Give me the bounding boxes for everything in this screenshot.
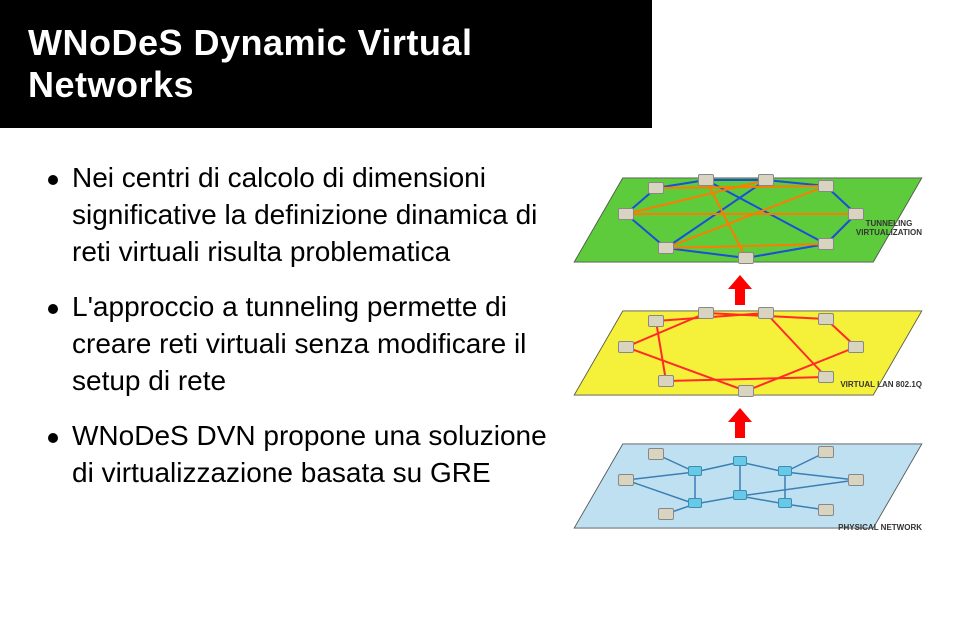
layer-physical: PHYSICAL NETWORK — [588, 426, 928, 551]
bullet-dot-icon — [48, 433, 58, 443]
content-area: Nei centri di calcolo di dimensioni sign… — [0, 128, 960, 551]
router-node-icon — [778, 466, 792, 476]
layer-label-tunneling: TUNNELINGVIRTUALIZATION — [856, 220, 922, 238]
server-node-icon — [658, 508, 674, 520]
server-node-icon — [658, 375, 674, 387]
server-node-icon — [818, 446, 834, 458]
server-node-icon — [818, 238, 834, 250]
bullet-list: Nei centri di calcolo di dimensioni sign… — [48, 160, 588, 551]
server-node-icon — [618, 341, 634, 353]
server-node-icon — [648, 315, 664, 327]
server-node-icon — [648, 182, 664, 194]
layer-label-vlan: VIRTUAL LAN 802.1Q — [840, 381, 922, 390]
server-node-icon — [848, 208, 864, 220]
server-node-icon — [618, 208, 634, 220]
network-diagram: TUNNELINGVIRTUALIZATION VIRTUAL LAN 802.1… — [588, 160, 928, 551]
server-node-icon — [698, 307, 714, 319]
layer-tunneling: TUNNELINGVIRTUALIZATION — [588, 160, 928, 285]
bullet-text: WNoDeS DVN propone una soluzione di virt… — [72, 418, 572, 492]
server-node-icon — [818, 371, 834, 383]
server-node-icon — [658, 242, 674, 254]
layer-label-physical: PHYSICAL NETWORK — [838, 524, 922, 533]
bullet-text: L'approccio a tunneling permette di crea… — [72, 289, 572, 400]
server-node-icon — [618, 474, 634, 486]
server-node-icon — [698, 174, 714, 186]
server-node-icon — [818, 504, 834, 516]
bullet-item: WNoDeS DVN propone una soluzione di virt… — [48, 418, 572, 492]
router-node-icon — [778, 498, 792, 508]
server-node-icon — [758, 174, 774, 186]
plane-physical — [573, 444, 922, 529]
server-node-icon — [818, 313, 834, 325]
bullet-item: L'approccio a tunneling permette di crea… — [48, 289, 572, 400]
title-bar: WNoDeS Dynamic Virtual Networks — [0, 0, 652, 128]
server-node-icon — [758, 307, 774, 319]
bullet-dot-icon — [48, 175, 58, 185]
server-node-icon — [848, 474, 864, 486]
bullet-text: Nei centri di calcolo di dimensioni sign… — [72, 160, 572, 271]
router-node-icon — [688, 498, 702, 508]
arrow-up-icon — [728, 275, 752, 305]
router-node-icon — [733, 456, 747, 466]
server-node-icon — [848, 341, 864, 353]
layer-vlan: VIRTUAL LAN 802.1Q — [588, 293, 928, 418]
bullet-dot-icon — [48, 304, 58, 314]
server-node-icon — [818, 180, 834, 192]
bullet-item: Nei centri di calcolo di dimensioni sign… — [48, 160, 572, 271]
server-node-icon — [738, 252, 754, 264]
slide-title: WNoDeS Dynamic Virtual Networks — [28, 22, 624, 106]
server-node-icon — [738, 385, 754, 397]
arrow-up-icon — [728, 408, 752, 438]
server-node-icon — [648, 448, 664, 460]
router-node-icon — [688, 466, 702, 476]
router-node-icon — [733, 490, 747, 500]
